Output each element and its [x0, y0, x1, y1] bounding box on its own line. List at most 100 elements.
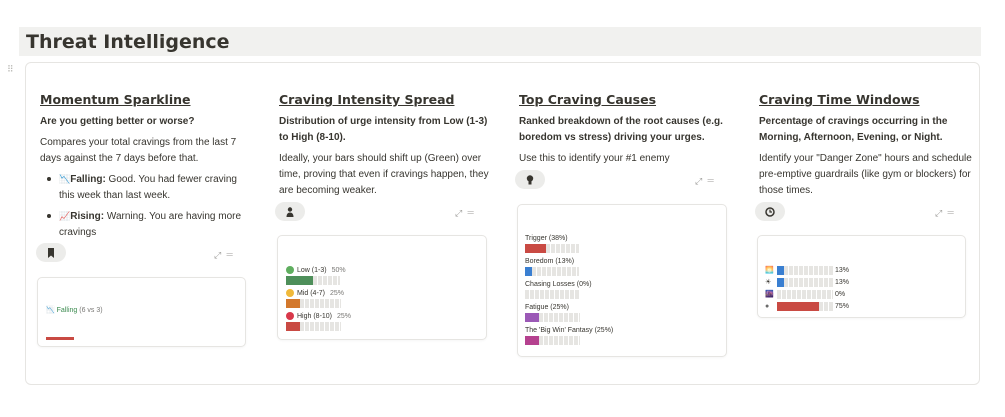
bullet-rising-text: Warning. You are having more cravings — [59, 211, 242, 238]
intensity-bar-track — [300, 322, 341, 331]
causes-description: Use this to identify your #1 enemy — [519, 153, 670, 164]
time-bar — [777, 289, 833, 299]
bookmark-icon[interactable] — [36, 243, 66, 262]
intensity-dot-1 — [286, 289, 294, 297]
time-bar — [777, 301, 833, 311]
time-bar-track — [819, 301, 833, 311]
momentum-title[interactable]: Momentum Sparkline — [40, 92, 191, 107]
expand-icon[interactable]: ⤢ — [455, 208, 468, 218]
momentum-bullets: 📉Falling: Good. You had fewer craving th… — [40, 171, 255, 241]
time-subtitle: Percentage of cravings occurring in the … — [759, 116, 948, 143]
time-bar — [777, 265, 833, 275]
time-bar-fill — [777, 277, 784, 287]
cause-bar-track — [532, 267, 579, 276]
chart-down-icon: 📉 — [59, 174, 71, 184]
cause-label: Fatigue (25%) — [525, 304, 569, 311]
clock-icon[interactable] — [755, 202, 785, 221]
causes-title[interactable]: Top Craving Causes — [519, 92, 657, 107]
intensity-pct: 25% — [330, 289, 345, 297]
intensity-label: High (8-10) — [297, 312, 333, 320]
time-row: ☀ 13% — [765, 276, 965, 288]
momentum-sparkline — [46, 337, 74, 340]
momentum-card: 📉 Falling (6 vs 3) — [37, 277, 246, 347]
intensity-bar — [286, 299, 486, 308]
intensity-tools: ⤢⚌ — [455, 208, 479, 219]
cause-bar — [525, 336, 726, 345]
causes-tools: ⤢⚌ — [695, 176, 719, 187]
sun-icon: ☀ — [765, 279, 772, 286]
time-pct: 75% — [835, 302, 850, 310]
momentum-subtitle: Are you getting better or worse? — [40, 116, 195, 127]
intensity-row-label: Low (1-3) 50% — [286, 264, 486, 276]
intensity-dot-2 — [286, 312, 294, 320]
cause-bar — [525, 244, 726, 253]
cause-bar-fill — [525, 313, 539, 322]
causes-column: Top Craving Causes Ranked breakdown of t… — [519, 92, 734, 167]
time-bar-fill — [777, 301, 819, 311]
intensity-pct: 25% — [337, 312, 352, 320]
bullet-rising: 📈Rising: Warning. You are having more cr… — [40, 208, 255, 241]
settings-icon[interactable]: ⚌ — [467, 208, 479, 218]
settings-icon[interactable]: ⚌ — [947, 208, 959, 218]
intensity-bar-fill — [286, 299, 300, 308]
causes-subtitle: Ranked breakdown of the root causes (e.g… — [519, 116, 723, 143]
cause-bar — [525, 290, 726, 299]
time-bar-track — [784, 265, 833, 275]
cause-label: Trigger (38%) — [525, 235, 568, 242]
cause-label: Boredom (13%) — [525, 258, 575, 265]
cause-bar-fill — [525, 244, 546, 253]
time-bar-track — [784, 277, 833, 287]
cause-bar — [525, 313, 726, 322]
settings-icon[interactable]: ⚌ — [226, 250, 238, 260]
expand-icon[interactable]: ⤢ — [214, 250, 227, 260]
cause-label: The 'Big Win' Fantasy (25%) — [525, 327, 614, 334]
intensity-column: Craving Intensity Spread Distribution of… — [279, 92, 494, 199]
momentum-status: 📉 Falling (6 vs 3) — [46, 306, 103, 314]
expand-icon[interactable]: ⤢ — [695, 176, 708, 186]
widget-container — [25, 62, 980, 385]
bullet-falling: 📉Falling: Good. You had fewer craving th… — [40, 171, 255, 204]
momentum-status-detail: (6 vs 3) — [79, 307, 103, 314]
intensity-pct: 50% — [331, 266, 346, 274]
time-title[interactable]: Craving Time Windows — [759, 92, 920, 107]
intensity-label: Mid (4-7) — [297, 289, 326, 297]
intensity-title[interactable]: Craving Intensity Spread — [279, 92, 455, 107]
page-title: Threat Intelligence — [26, 30, 230, 53]
time-row: 🌅 13% — [765, 264, 965, 276]
intensity-bar-fill — [286, 276, 313, 285]
time-card: 🌅 13% ☀ 13% 🌆 0% ● 75% — [757, 235, 966, 318]
time-row: ● 75% — [765, 300, 965, 312]
cause-bar-track — [525, 290, 579, 299]
time-bar — [777, 277, 833, 287]
causes-card: Trigger (38%) Boredom (13%) Chasing Losses… — [517, 204, 727, 357]
intensity-row-label: Mid (4-7) 25% — [286, 287, 486, 299]
intensity-row-label: High (8-10) 25% — [286, 310, 486, 322]
intensity-bar — [286, 322, 486, 331]
cause-bar — [525, 267, 726, 276]
intensity-card: Low (1-3) 50% Mid (4-7) 25% High (8-10) 25% — [277, 235, 487, 340]
time-description: Identify your "Danger Zone" hours and sc… — [759, 153, 972, 196]
momentum-tools: ⤢⚌ — [214, 250, 238, 261]
bullet-rising-label: Rising: — [70, 211, 105, 222]
lightbulb-icon[interactable] — [515, 170, 545, 189]
settings-icon[interactable]: ⚌ — [707, 176, 719, 186]
intensity-bar — [286, 276, 486, 285]
momentum-column: Momentum Sparkline Are you getting bette… — [40, 92, 255, 245]
intensity-bar-fill — [286, 322, 300, 331]
cause-bar-track — [546, 244, 579, 253]
moon-icon: ● — [765, 302, 770, 310]
expand-icon[interactable]: ⤢ — [935, 208, 948, 218]
bullet-falling-label: Falling: — [70, 174, 106, 185]
time-pct: 13% — [835, 278, 850, 286]
time-column: Craving Time Windows Percentage of cravi… — [759, 92, 974, 199]
time-bar-track — [777, 289, 833, 299]
drag-handle-icon[interactable]: ⠿ — [7, 64, 15, 74]
header-bar: Threat Intelligence — [19, 27, 981, 56]
cause-bar-track — [539, 336, 580, 345]
bullet-falling-text: Good. You had fewer craving this week th… — [59, 174, 237, 201]
person-icon[interactable] — [275, 202, 305, 221]
intensity-dot-0 — [286, 266, 294, 274]
chart-up-icon: 📈 — [59, 211, 71, 221]
sunrise-icon: 🌅 — [765, 267, 774, 274]
